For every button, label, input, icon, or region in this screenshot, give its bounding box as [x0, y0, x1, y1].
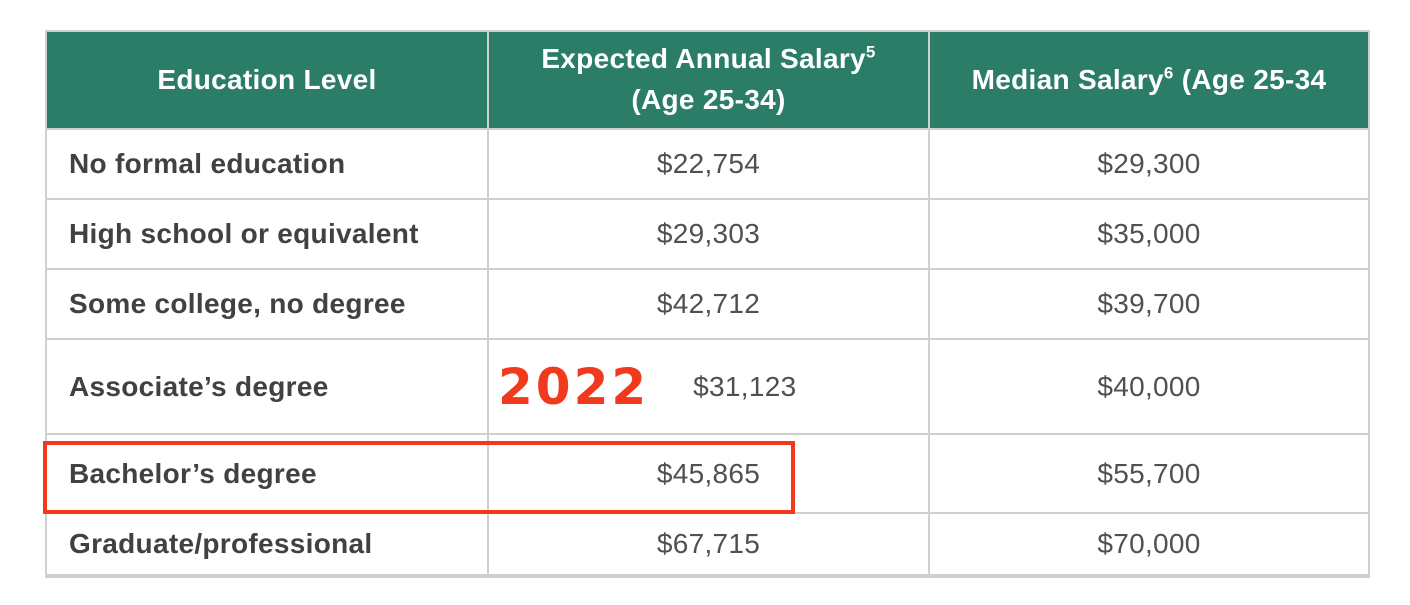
table-row: Some college, no degree $42,712 $39,700	[45, 268, 1370, 340]
cell-expected-salary: $42,712	[487, 268, 930, 340]
cell-expected-salary: $45,865	[487, 433, 930, 514]
table-row: No formal education $22,754 $29,300	[45, 128, 1370, 200]
cell-expected-salary: $67,715	[487, 512, 930, 578]
header-education-level: Education Level	[45, 30, 489, 130]
footnote-6: 6	[1163, 63, 1174, 83]
table-row: Graduate/professional $67,715 $70,000	[45, 512, 1370, 578]
footnote-5: 5	[865, 43, 876, 63]
cell-expected-salary: $29,303	[487, 198, 930, 270]
header-expected-subtitle: (Age 25-34)	[631, 84, 786, 115]
cell-education: Associate’s degree	[45, 338, 489, 435]
year-2022-stamp: 2022	[498, 357, 650, 416]
cell-education: Bachelor’s degree	[45, 433, 489, 514]
cell-expected-salary: 2022 $31,123	[487, 338, 930, 435]
cell-education: Graduate/professional	[45, 512, 489, 578]
header-expected-salary: Expected Annual Salary5 (Age 25-34)	[487, 30, 930, 130]
header-median-suffix: (Age 25-34	[1173, 63, 1327, 95]
stamped-value-group: 2022 $31,123	[490, 362, 927, 412]
cell-median-salary: $55,700	[928, 433, 1370, 514]
header-row: Education Level Expected Annual Salary5 …	[45, 30, 1370, 130]
cell-median-salary: $39,700	[928, 268, 1370, 340]
header-median-salary: Median Salary6 (Age 25-34	[928, 30, 1370, 130]
cell-median-salary: $40,000	[928, 338, 1370, 435]
cell-education: No formal education	[45, 128, 489, 200]
table-row: Associate’s degree 2022 $31,123 $40,000	[45, 338, 1370, 435]
cell-median-salary: $70,000	[928, 512, 1370, 578]
table-row: High school or equivalent $29,303 $35,00…	[45, 198, 1370, 270]
salary-table-wrap: Education Level Expected Annual Salary5 …	[43, 30, 1370, 578]
header-education-label: Education Level	[157, 63, 377, 95]
expected-salary-value: $31,123	[693, 370, 797, 402]
header-expected-title: Expected Annual Salary	[541, 43, 866, 75]
cell-expected-salary: $22,754	[487, 128, 930, 200]
cell-median-salary: $35,000	[928, 198, 1370, 270]
cell-education: Some college, no degree	[45, 268, 489, 340]
education-salary-table: Education Level Expected Annual Salary5 …	[45, 30, 1370, 578]
table-row: Bachelor’s degree $45,865 $55,700	[45, 433, 1370, 514]
cell-education: High school or equivalent	[45, 198, 489, 270]
header-median-title: Median Salary	[971, 63, 1164, 95]
cell-median-salary: $29,300	[928, 128, 1370, 200]
